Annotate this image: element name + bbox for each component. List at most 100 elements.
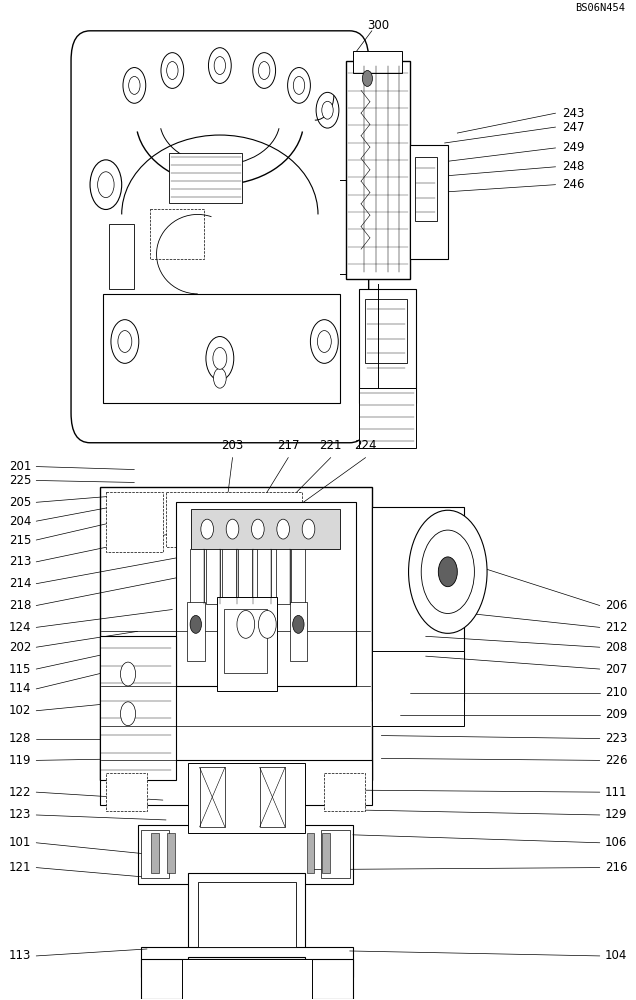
Text: 248: 248 [562, 160, 584, 173]
Text: 247: 247 [562, 121, 584, 134]
Bar [141, 830, 169, 878]
Circle shape [201, 519, 214, 539]
Circle shape [322, 101, 333, 119]
Circle shape [310, 320, 338, 363]
Bar [415, 157, 437, 221]
Text: 114: 114 [9, 682, 31, 695]
Text: 226: 226 [605, 754, 627, 767]
Bar [190, 549, 204, 604]
Circle shape [287, 68, 310, 103]
Bar [188, 873, 305, 957]
Bar [321, 830, 350, 878]
Bar [259, 767, 285, 827]
Text: 213: 213 [9, 555, 31, 568]
Circle shape [118, 331, 132, 352]
Text: 201: 201 [9, 460, 31, 473]
Circle shape [206, 337, 234, 380]
Bar [102, 294, 340, 403]
Bar [167, 833, 175, 873]
Bar [275, 549, 289, 604]
Circle shape [237, 610, 254, 638]
Bar [100, 636, 176, 780]
Bar [347, 61, 410, 279]
Text: 122: 122 [9, 786, 31, 799]
Text: 104: 104 [605, 949, 627, 962]
Bar [137, 825, 353, 884]
Bar [256, 549, 270, 604]
Circle shape [214, 57, 226, 74]
Text: 204: 204 [9, 515, 31, 528]
Bar [289, 602, 307, 661]
Circle shape [252, 53, 275, 88]
Text: 249: 249 [562, 141, 584, 154]
Text: 124: 124 [9, 621, 31, 634]
Bar [206, 549, 220, 604]
Bar [150, 209, 204, 259]
Text: 129: 129 [605, 808, 627, 821]
Circle shape [190, 615, 202, 633]
Circle shape [438, 557, 457, 587]
Bar [109, 224, 134, 289]
Bar [372, 651, 464, 726]
Bar [191, 509, 340, 549]
Bar [322, 833, 330, 873]
Bar [307, 833, 314, 873]
Circle shape [226, 519, 239, 539]
Circle shape [316, 92, 339, 128]
Circle shape [213, 347, 227, 369]
Text: 225: 225 [9, 474, 31, 487]
Text: 215: 215 [9, 534, 31, 547]
Circle shape [209, 48, 232, 83]
Text: 206: 206 [605, 599, 627, 612]
Text: 210: 210 [605, 686, 627, 699]
Text: 300: 300 [367, 19, 389, 32]
Text: 203: 203 [221, 439, 244, 452]
Bar [169, 153, 242, 203]
Text: 102: 102 [9, 704, 31, 717]
Bar [106, 773, 147, 811]
Text: 121: 121 [9, 861, 31, 874]
Text: 111: 111 [605, 786, 627, 799]
Bar [141, 947, 353, 977]
Bar [200, 767, 225, 827]
Circle shape [120, 702, 135, 726]
Text: 218: 218 [9, 599, 31, 612]
Bar [410, 145, 448, 259]
Text: 217: 217 [277, 439, 300, 452]
Circle shape [251, 519, 264, 539]
Circle shape [293, 76, 305, 94]
Circle shape [120, 662, 135, 686]
Text: 214: 214 [9, 577, 31, 590]
Bar [222, 549, 236, 604]
Bar [238, 549, 251, 604]
Bar [166, 492, 302, 547]
Text: 243: 243 [562, 107, 584, 120]
Text: 223: 223 [605, 732, 627, 745]
Circle shape [98, 172, 114, 198]
Text: 212: 212 [605, 621, 627, 634]
Text: 113: 113 [9, 949, 31, 962]
Circle shape [128, 76, 140, 94]
Text: 128: 128 [9, 732, 31, 745]
FancyBboxPatch shape [71, 31, 369, 443]
Bar [187, 602, 205, 661]
Bar [100, 487, 372, 780]
Circle shape [123, 68, 146, 103]
Bar [151, 833, 159, 873]
Circle shape [408, 510, 487, 633]
Text: 246: 246 [562, 178, 584, 191]
Circle shape [363, 71, 373, 86]
Circle shape [277, 519, 289, 539]
Bar [106, 492, 163, 552]
Text: 208: 208 [605, 641, 627, 654]
Bar [141, 959, 353, 999]
Circle shape [167, 62, 178, 79]
Text: 101: 101 [9, 836, 31, 849]
Circle shape [317, 331, 331, 352]
Circle shape [421, 530, 474, 613]
Text: 123: 123 [9, 808, 31, 821]
Circle shape [302, 519, 315, 539]
Bar [188, 763, 305, 833]
Text: 224: 224 [354, 439, 377, 452]
Bar [100, 760, 372, 805]
